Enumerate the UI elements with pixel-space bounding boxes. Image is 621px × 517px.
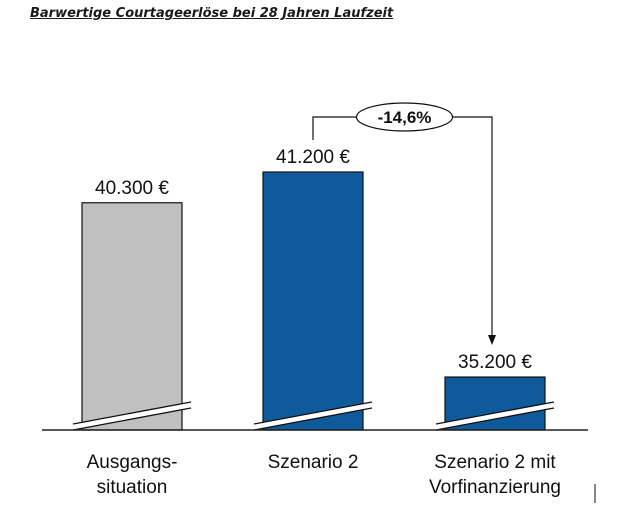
change-label: -14,6% [378,108,432,127]
change-badge [355,102,454,132]
value-label-2: 41.200 € [276,147,350,168]
axis-break-1 [72,401,192,431]
bar-2 [262,171,364,431]
axis-break-2 [253,401,373,431]
category-label-2: Szenario 2 [268,452,359,473]
axis-breaks-layer [72,401,555,431]
axis-break-3 [435,401,555,431]
annotation-layer: -14,6% [312,102,496,346]
arrow-down-icon [488,335,496,346]
change-annotation: -14,6% [312,102,496,346]
value-label-1: 40.300 € [95,178,169,199]
bar-1 [81,202,183,431]
bars-layer [81,171,546,431]
category-label-3: Szenario 2 mit Vorfinanzierung [429,452,561,498]
chart-title: Barwertige Courtageerlöse bei 28 Jahren … [30,6,394,21]
value-label-3: 35.200 € [458,352,532,373]
category-label-1: Ausgangs-situation [87,452,178,498]
labels-layer: 40.300 € Ausgangs-situation 41.200 € Szenar… [87,147,561,498]
